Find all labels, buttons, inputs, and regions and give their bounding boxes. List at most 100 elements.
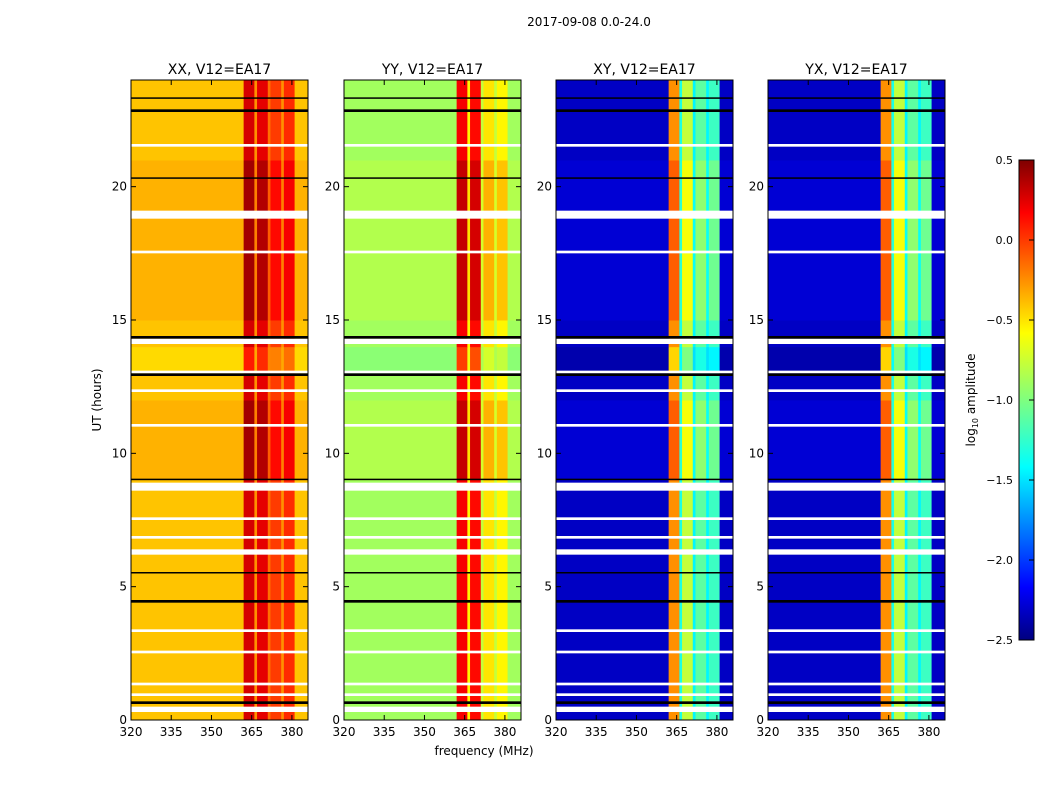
flagged-row: [556, 693, 733, 696]
heatmap-cell: [294, 80, 309, 161]
heatmap-cell: [281, 346, 285, 374]
heatmap-cell: [891, 400, 895, 481]
heatmap-cell: [496, 400, 509, 481]
flagged-row-black: [344, 177, 521, 179]
x-tick-label: 320: [333, 725, 356, 739]
flagged-row-black: [344, 478, 521, 481]
panel-frame: [343, 79, 522, 721]
heatmap-cell: [880, 346, 892, 374]
flagged-row: [131, 370, 308, 374]
y-tick-label: 20: [325, 180, 340, 194]
heatmap-cell: [894, 346, 906, 374]
flagged-row-black: [131, 97, 308, 99]
flagged-row-black: [556, 478, 733, 481]
flagged-row: [131, 250, 308, 254]
heatmap-cell: [254, 400, 258, 481]
x-tick-label: 320: [545, 725, 568, 739]
heatmap-cell: [692, 320, 696, 348]
flagged-row: [556, 517, 733, 520]
flagged-row: [131, 517, 308, 520]
panel-0: XX, V12=EA17 320 335 350 365 380 0 5 10 15 20: [112, 62, 309, 739]
heatmap-cell: [496, 373, 509, 401]
flagged-row-black: [131, 572, 308, 574]
heatmap-cell: [880, 80, 892, 161]
heatmap-cell: [467, 400, 471, 481]
flagged-row: [556, 482, 733, 491]
heatmap-cell: [480, 346, 484, 374]
x-tick-label: 365: [453, 725, 476, 739]
heatmap-cell: [243, 320, 255, 348]
flagged-row: [556, 144, 733, 147]
heatmap-cell: [456, 346, 468, 374]
flagged-row-black: [344, 336, 521, 339]
flagged-row-black: [344, 373, 521, 376]
heatmap-cell: [668, 80, 680, 161]
heatmap-cell: [254, 346, 258, 374]
heatmap-cell: [507, 400, 522, 481]
heatmap-cell: [706, 160, 710, 321]
heatmap-cell: [267, 80, 271, 161]
heatmap-cell: [891, 346, 895, 374]
y-tick-label: 0: [119, 713, 127, 727]
heatmap-cell: [470, 80, 482, 161]
heatmap-cell: [294, 373, 309, 401]
colorbar-tick-label: 0.5: [996, 154, 1014, 167]
heatmap-cell: [254, 373, 258, 401]
heatmap-cell: [257, 80, 269, 161]
heatmap-cell: [281, 160, 285, 321]
x-tick-label: 350: [837, 725, 860, 739]
heatmap-cell: [294, 400, 309, 481]
flagged-row: [768, 517, 945, 520]
heatmap-cell: [880, 160, 892, 321]
heatmap-cell: [894, 80, 906, 161]
heatmap-cell: [719, 400, 734, 481]
heatmap-cell: [668, 346, 680, 374]
flagged-row: [768, 338, 945, 344]
heatmap-cell: [470, 373, 482, 401]
heatmap-cell: [283, 160, 296, 321]
y-tick-label: 20: [112, 180, 127, 194]
heatmap-cell: [131, 346, 245, 374]
heatmap-cell: [483, 346, 495, 374]
flagged-row-black: [556, 97, 733, 99]
heatmap-cell: [294, 160, 309, 321]
heatmap-cell: [507, 373, 522, 401]
flagged-row: [131, 693, 308, 696]
heatmap-cell: [719, 373, 734, 401]
x-tick-label: 365: [240, 725, 263, 739]
heatmap-cell: [692, 346, 696, 374]
flagged-row: [768, 210, 945, 219]
heatmap-cell: [706, 400, 710, 481]
x-tick-label: 335: [160, 725, 183, 739]
flagged-row: [131, 424, 308, 427]
flagged-row: [344, 536, 521, 539]
flagged-row: [768, 536, 945, 539]
flagged-row-black: [131, 177, 308, 179]
flagged-row-black: [131, 373, 308, 376]
y-tick-label: 5: [544, 580, 552, 594]
x-tick-label: 350: [625, 725, 648, 739]
heatmap-cell: [918, 346, 922, 374]
heatmap-cell: [880, 373, 892, 401]
heatmap-cell: [344, 80, 458, 161]
heatmap-cell: [467, 320, 471, 348]
heatmap-cell: [708, 346, 721, 374]
heatmap-cell: [894, 373, 906, 401]
panel-frame: [555, 79, 734, 721]
heatmap-cell: [894, 320, 906, 348]
heatmap-cell: [904, 320, 908, 348]
heatmap-cell: [496, 346, 509, 374]
flagged-row: [344, 549, 521, 555]
x-tick-label: 380: [280, 725, 303, 739]
heatmap-cell: [507, 346, 522, 374]
heatmap-cell: [467, 80, 471, 161]
heatmap-cell: [918, 373, 922, 401]
flagged-row: [344, 389, 521, 392]
heatmap-cell: [719, 160, 734, 321]
heatmap-cell: [480, 373, 484, 401]
heatmap-cell: [904, 400, 908, 481]
flagged-row-black: [768, 478, 945, 481]
heatmap-cell: [243, 373, 255, 401]
y-tick-label: 20: [537, 180, 552, 194]
heatmap-cell: [283, 346, 296, 374]
